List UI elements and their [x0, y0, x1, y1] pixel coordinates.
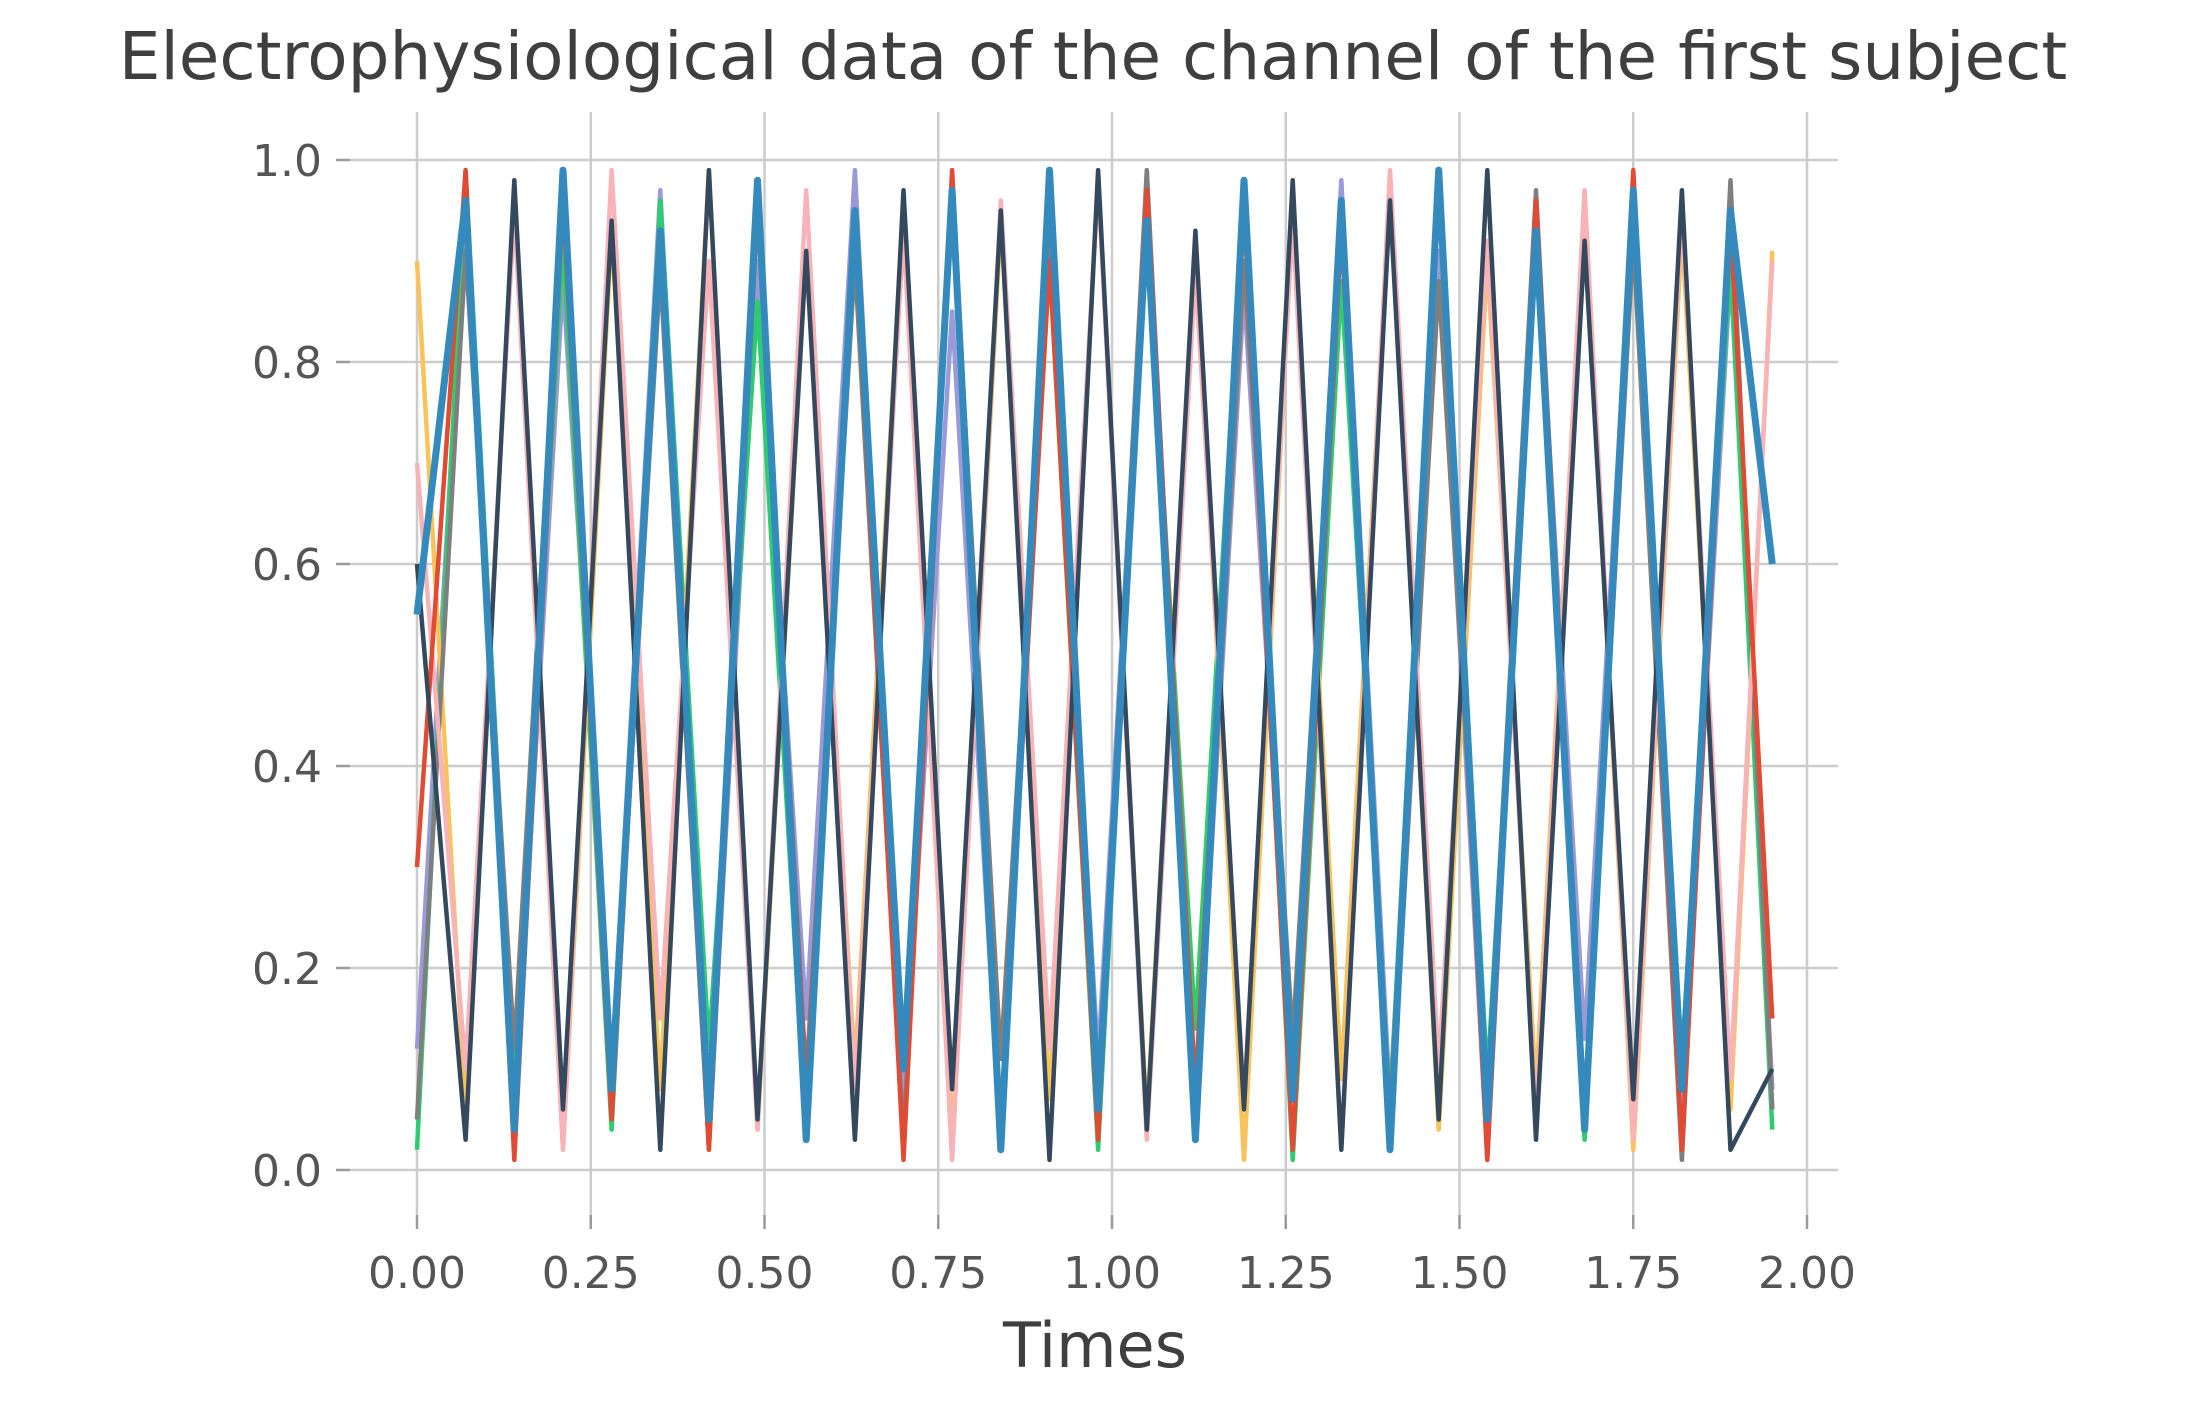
y-tick-label: 1.0 [252, 136, 322, 187]
y-tick-label: 0.8 [252, 338, 322, 389]
x-axis-ticks: 0.00 0.25 0.50 0.75 1.00 1.25 1.50 1.75 2.00 [368, 1215, 1856, 1299]
y-tick-label: 0.0 [252, 1146, 322, 1197]
chart-title: Electrophysiological data of the channel… [118, 18, 2068, 95]
x-tick-label: 1.25 [1237, 1248, 1335, 1299]
x-tick-label: 1.50 [1411, 1248, 1509, 1299]
y-axis-ticks: 0.0 0.2 0.4 0.6 0.8 1.0 [252, 136, 350, 1197]
y-tick-label: 0.2 [252, 944, 322, 995]
x-tick-label: 1.75 [1584, 1248, 1682, 1299]
y-tick-label: 0.4 [252, 742, 322, 793]
series-lines [413, 166, 1776, 1163]
x-tick-label: 1.00 [1063, 1248, 1161, 1299]
x-tick-label: 0.50 [716, 1248, 814, 1299]
x-tick-label: 0.25 [542, 1248, 640, 1299]
series-line [414, 167, 1775, 1163]
x-tick-label: 2.00 [1758, 1248, 1856, 1299]
y-tick-label: 0.6 [252, 540, 322, 591]
series-line [413, 166, 1776, 1154]
x-tick-label: 0.00 [368, 1248, 466, 1299]
x-axis-label: Times [1002, 1309, 1187, 1382]
x-tick-label: 0.75 [889, 1248, 987, 1299]
